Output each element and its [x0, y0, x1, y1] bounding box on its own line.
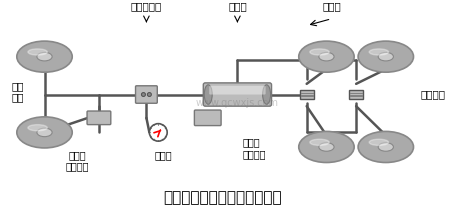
Ellipse shape: [310, 139, 329, 145]
Text: www.qcwxjs.com: www.qcwxjs.com: [196, 98, 279, 108]
Ellipse shape: [147, 93, 152, 96]
Ellipse shape: [28, 49, 47, 55]
Ellipse shape: [369, 49, 389, 55]
Ellipse shape: [358, 41, 414, 72]
Ellipse shape: [299, 131, 354, 163]
Ellipse shape: [378, 52, 393, 61]
FancyBboxPatch shape: [349, 90, 363, 99]
Text: 压力降
低限制阀: 压力降 低限制阀: [65, 150, 89, 171]
Ellipse shape: [37, 52, 52, 61]
Ellipse shape: [369, 139, 389, 145]
FancyBboxPatch shape: [194, 110, 221, 126]
Ellipse shape: [142, 93, 145, 96]
Ellipse shape: [319, 52, 334, 61]
FancyBboxPatch shape: [203, 83, 272, 106]
Ellipse shape: [17, 117, 72, 148]
Text: 储气筒: 储气筒: [228, 1, 247, 11]
Ellipse shape: [310, 49, 329, 55]
Ellipse shape: [37, 128, 52, 137]
Text: 轮胎气压调节系统的布置简图: 轮胎气压调节系统的布置简图: [163, 190, 282, 205]
Ellipse shape: [378, 143, 393, 151]
FancyBboxPatch shape: [300, 90, 313, 99]
FancyBboxPatch shape: [136, 86, 157, 103]
Text: 轮胎气
压控制阀: 轮胎气 压控制阀: [242, 137, 266, 159]
FancyBboxPatch shape: [87, 111, 111, 125]
Ellipse shape: [319, 143, 334, 151]
Text: 气压计: 气压计: [154, 150, 172, 160]
Ellipse shape: [358, 131, 414, 163]
Ellipse shape: [262, 85, 271, 104]
Ellipse shape: [204, 85, 212, 104]
Ellipse shape: [17, 41, 72, 72]
Ellipse shape: [299, 41, 354, 72]
FancyBboxPatch shape: [209, 86, 266, 95]
Circle shape: [149, 124, 167, 141]
Ellipse shape: [28, 125, 47, 131]
Text: 闭锁阀: 闭锁阀: [322, 1, 341, 11]
Text: 排人
大气: 排人 大气: [12, 81, 24, 102]
Text: 空气压缩机: 空气压缩机: [131, 1, 162, 11]
Text: 密封装置: 密封装置: [420, 89, 446, 99]
